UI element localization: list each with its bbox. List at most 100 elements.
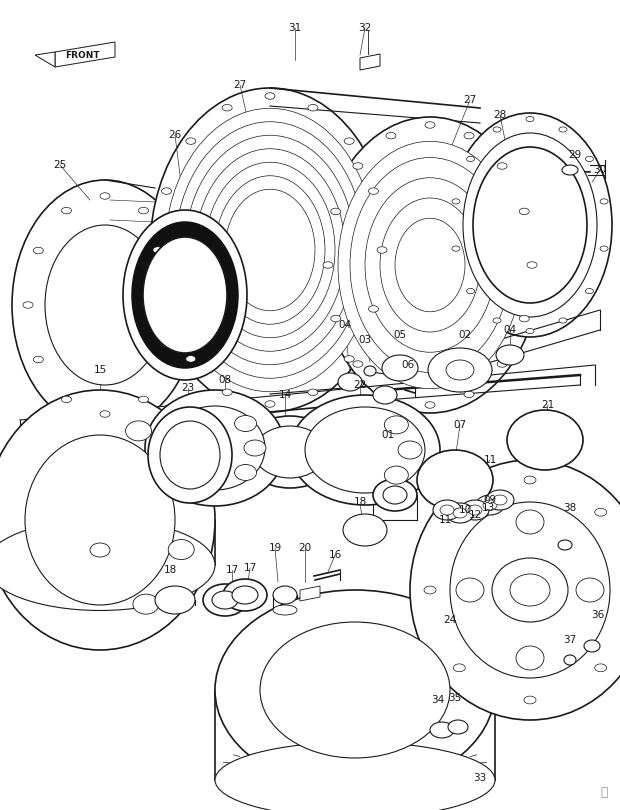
Ellipse shape xyxy=(100,193,110,199)
Text: 22: 22 xyxy=(353,380,366,390)
Ellipse shape xyxy=(273,605,297,615)
Ellipse shape xyxy=(133,595,159,614)
Text: 14: 14 xyxy=(278,390,291,400)
Text: 17: 17 xyxy=(244,563,257,573)
Ellipse shape xyxy=(232,586,258,604)
Ellipse shape xyxy=(155,586,195,614)
Ellipse shape xyxy=(463,133,597,317)
Text: 11: 11 xyxy=(438,515,451,525)
Ellipse shape xyxy=(305,407,425,493)
Ellipse shape xyxy=(483,500,497,510)
Ellipse shape xyxy=(377,247,387,254)
Text: 28: 28 xyxy=(494,110,507,120)
Ellipse shape xyxy=(564,655,576,665)
Ellipse shape xyxy=(222,104,232,111)
Ellipse shape xyxy=(234,464,257,480)
Text: 35: 35 xyxy=(448,693,462,703)
Ellipse shape xyxy=(585,156,593,161)
Ellipse shape xyxy=(452,246,460,251)
Text: 27: 27 xyxy=(463,95,477,105)
Ellipse shape xyxy=(493,127,501,132)
Ellipse shape xyxy=(497,360,507,367)
Text: 18: 18 xyxy=(164,565,177,575)
Ellipse shape xyxy=(395,218,465,312)
Ellipse shape xyxy=(138,207,149,214)
Text: 31: 31 xyxy=(288,23,301,33)
Text: 06: 06 xyxy=(401,360,415,370)
Ellipse shape xyxy=(467,288,474,294)
Ellipse shape xyxy=(33,356,43,363)
Ellipse shape xyxy=(380,198,480,332)
Ellipse shape xyxy=(497,163,507,169)
Text: 15: 15 xyxy=(94,365,107,375)
Ellipse shape xyxy=(526,328,534,334)
Ellipse shape xyxy=(448,720,468,734)
Text: 27: 27 xyxy=(233,80,247,90)
Ellipse shape xyxy=(353,360,363,367)
Ellipse shape xyxy=(452,198,460,204)
Text: 38: 38 xyxy=(564,503,577,513)
Ellipse shape xyxy=(424,586,436,594)
Ellipse shape xyxy=(473,147,587,303)
Ellipse shape xyxy=(338,141,522,389)
Ellipse shape xyxy=(165,406,265,490)
Text: FRONT: FRONT xyxy=(64,50,99,59)
Ellipse shape xyxy=(526,117,534,121)
Ellipse shape xyxy=(167,356,177,363)
Ellipse shape xyxy=(308,389,318,395)
Text: 18: 18 xyxy=(353,497,366,507)
Ellipse shape xyxy=(558,540,572,550)
Ellipse shape xyxy=(510,574,550,606)
Text: 12: 12 xyxy=(468,510,482,520)
Ellipse shape xyxy=(167,247,177,254)
Ellipse shape xyxy=(150,88,390,412)
Polygon shape xyxy=(55,42,115,67)
Text: 19: 19 xyxy=(268,543,281,553)
Text: 02: 02 xyxy=(458,330,472,340)
Ellipse shape xyxy=(365,177,495,352)
Ellipse shape xyxy=(368,305,378,312)
Ellipse shape xyxy=(516,510,544,534)
Ellipse shape xyxy=(25,435,175,605)
Ellipse shape xyxy=(384,466,409,484)
Ellipse shape xyxy=(0,390,215,650)
Text: 04: 04 xyxy=(503,325,516,335)
Ellipse shape xyxy=(225,190,315,311)
Text: 07: 07 xyxy=(453,420,467,430)
Ellipse shape xyxy=(338,373,362,391)
Ellipse shape xyxy=(166,471,192,491)
Ellipse shape xyxy=(464,391,474,398)
Ellipse shape xyxy=(600,246,608,251)
Ellipse shape xyxy=(373,386,397,404)
Ellipse shape xyxy=(145,390,285,506)
Polygon shape xyxy=(300,586,320,601)
Ellipse shape xyxy=(446,503,474,523)
Ellipse shape xyxy=(260,622,450,758)
Ellipse shape xyxy=(168,539,194,560)
Ellipse shape xyxy=(162,188,172,194)
Ellipse shape xyxy=(90,543,110,557)
Ellipse shape xyxy=(33,247,43,254)
Ellipse shape xyxy=(496,345,524,365)
Ellipse shape xyxy=(382,355,418,381)
Ellipse shape xyxy=(290,395,440,505)
Ellipse shape xyxy=(320,117,540,413)
Ellipse shape xyxy=(425,402,435,408)
Ellipse shape xyxy=(195,149,345,352)
Ellipse shape xyxy=(386,391,396,398)
Text: 09: 09 xyxy=(484,495,497,505)
Ellipse shape xyxy=(453,508,467,518)
Ellipse shape xyxy=(61,396,71,403)
Text: 33: 33 xyxy=(474,773,487,783)
Ellipse shape xyxy=(265,93,275,100)
Ellipse shape xyxy=(273,586,297,604)
Ellipse shape xyxy=(527,262,537,268)
Text: 29: 29 xyxy=(569,150,582,160)
Ellipse shape xyxy=(364,366,376,376)
Ellipse shape xyxy=(177,302,187,309)
Ellipse shape xyxy=(373,479,417,511)
Ellipse shape xyxy=(410,460,620,720)
Text: 37: 37 xyxy=(564,635,577,645)
Ellipse shape xyxy=(308,104,318,111)
Polygon shape xyxy=(35,52,55,67)
